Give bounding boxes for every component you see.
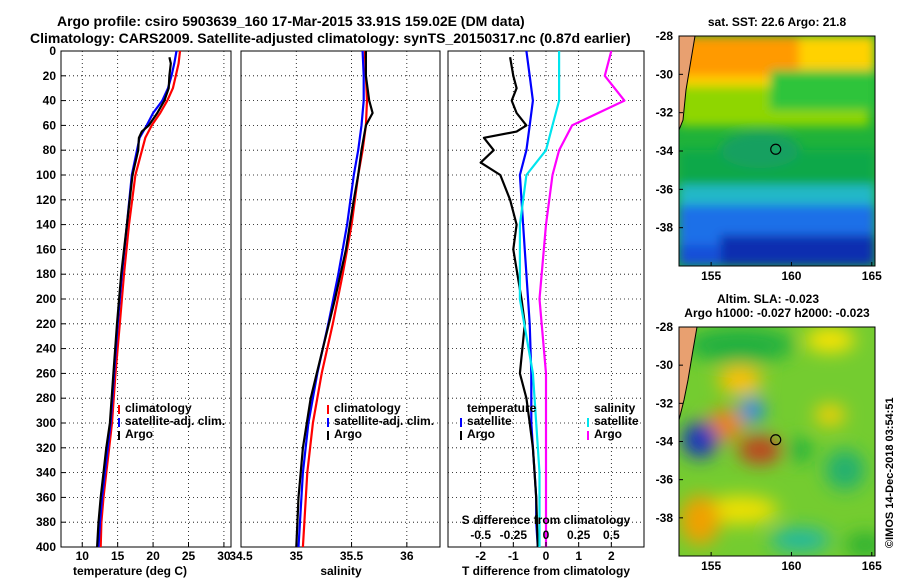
y-tick-label: 360 (36, 490, 56, 504)
map-y-tick-label: -38 (656, 221, 674, 235)
sal-legend-climatology: climatology (334, 401, 401, 415)
x-tick-label: 35 (290, 549, 304, 563)
diff-x2label: S difference from climatology (462, 513, 631, 527)
y-tick-label: 160 (36, 242, 56, 256)
y-tick-label: 400 (36, 540, 56, 554)
imos-credit: ©IMOS 14-Dec-2018 03:54:51 (884, 397, 896, 548)
y-tick-label: 380 (36, 515, 56, 529)
x-tick-label: 35.5 (340, 549, 364, 563)
x-tick-label: 36 (400, 549, 414, 563)
x-tick-label: 1 (575, 549, 582, 563)
sla-map-title1: Altim. SLA: -0.023 (717, 292, 819, 306)
y-tick-label: 60 (43, 118, 57, 132)
diff-legend-s-satellite: satellite (594, 414, 639, 428)
y-tick-label: 180 (36, 267, 56, 281)
sst-map: sat. SST: 22.6 Argo: 21.8 155 160 165 -28 -… (656, 15, 882, 283)
y-tick-label: 260 (36, 366, 56, 380)
map-y-tick-label: -34 (656, 144, 674, 158)
sal-legend-argo: Argo (334, 427, 362, 441)
map-y-tick-label: -32 (656, 106, 674, 120)
x-tick-label: 0 (543, 549, 550, 563)
y-tick-label: 220 (36, 317, 56, 331)
map-y-tick-label: -36 (656, 182, 674, 196)
y-tick-label: 280 (36, 391, 56, 405)
diff-legend-title-temperature: temperature (467, 401, 537, 415)
y-tick-label: 320 (36, 441, 56, 455)
x-tick-label: 20 (146, 549, 160, 563)
y-tick-label: 80 (43, 143, 57, 157)
series-line-climatology (301, 50, 369, 548)
diff-legend-s-argo: Argo (594, 427, 622, 441)
x2-tick-label: 0.5 (603, 528, 620, 542)
map-y-tick-label: -28 (656, 320, 674, 334)
temperature-panel: 10 15 20 25 30 0 20 40 60 80 100 120 140 160 180 200 22… (36, 44, 232, 578)
x2-tick-label: -0.5 (470, 528, 491, 542)
map-y-tick-label: -30 (656, 358, 674, 372)
sst-argo-marker (770, 143, 782, 155)
map-y-tick-label: -32 (656, 396, 674, 410)
series-line-argo (295, 51, 374, 548)
x-tick-label: -2 (475, 549, 486, 563)
map-y-tick-label: -36 (656, 473, 674, 487)
y-tick-label: 240 (36, 342, 56, 356)
x-tick-label: -1 (508, 549, 519, 563)
series-line-s-satellite (518, 51, 561, 547)
y-tick-label: 40 (43, 94, 57, 108)
x-tick-label: 2 (608, 549, 615, 563)
salinity-legend: climatology satellite-adj. clim. Argo (327, 401, 434, 441)
y-tick-label: 200 (36, 292, 56, 306)
map-y-tick-label: -30 (656, 67, 674, 81)
y-tick-label: 140 (36, 218, 56, 232)
x-tick-label: 25 (182, 549, 196, 563)
map-x-tick-label: 160 (781, 559, 801, 573)
x2-tick-label: 0.25 (567, 528, 591, 542)
figure-title-line1: Argo profile: csiro 5903639_160 17-Mar-2… (57, 13, 525, 29)
y-tick-label: 300 (36, 416, 56, 430)
salinity-xlabel: salinity (320, 564, 362, 578)
y-tick-label: 120 (36, 193, 56, 207)
series-line-satellite-adj-clim- (297, 50, 365, 548)
map-y-tick-label: -28 (656, 29, 674, 43)
temp-legend-argo: Argo (125, 427, 153, 441)
series-line-t-argo (479, 57, 539, 548)
figure-title-line2: Climatology: CARS2009. Satellite-adjuste… (30, 30, 631, 46)
salinity-panel: 34.5 35 35.5 36 salinity climatology satell… (229, 50, 441, 578)
series-line-climatology (99, 50, 182, 548)
series-line-s-argo (538, 50, 626, 547)
sla-map: Altim. SLA: -0.023 Argo h1000: -0.027 h2… (656, 292, 882, 573)
sal-legend-satellite: satellite-adj. clim. (334, 414, 434, 428)
diff-legend-t-argo: Argo (467, 427, 495, 441)
difference-legend: temperature salinity satellite Argo sate… (460, 401, 639, 441)
y-tick-label: 340 (36, 466, 56, 480)
sst-map-title: sat. SST: 22.6 Argo: 21.8 (708, 15, 847, 29)
map-x-tick-label: 165 (862, 269, 882, 283)
x2-tick-label: -0.25 (500, 528, 528, 542)
difference-panel: -2 -1 0 1 2 -0.5 -0.25 0 0.25 0.5 T difference f… (447, 50, 645, 578)
diff-legend-t-satellite: satellite (467, 414, 512, 428)
y-tick-label: 100 (36, 168, 56, 182)
y-tick-label: 20 (43, 69, 57, 83)
temperature-legend: climatology satellite-adj. clim. Argo (118, 401, 225, 441)
temp-legend-climatology: climatology (125, 401, 192, 415)
map-x-tick-label: 165 (862, 559, 882, 573)
x-tick-label: 34.5 (229, 549, 253, 563)
map-x-tick-label: 155 (701, 269, 721, 283)
y-tick-label: 0 (49, 44, 56, 58)
x-tick-label: 15 (111, 549, 125, 563)
sla-argo-marker (770, 434, 782, 446)
sla-map-title2: Argo h1000: -0.027 h2000: -0.023 (684, 306, 870, 320)
series-line-argo (96, 56, 172, 548)
temperature-xlabel: temperature (deg C) (73, 564, 187, 578)
map-x-tick-label: 155 (701, 559, 721, 573)
diff-legend-title-salinity: salinity (594, 401, 636, 415)
map-x-tick-label: 160 (781, 269, 801, 283)
temp-legend-satellite: satellite-adj. clim. (125, 414, 225, 428)
x-tick-label: 10 (76, 549, 90, 563)
diff-xlabel: T difference from climatology (462, 564, 630, 578)
x2-tick-label: 0 (543, 528, 550, 542)
x-tick-label: 30 (217, 549, 231, 563)
map-y-tick-label: -34 (656, 435, 674, 449)
map-y-tick-label: -38 (656, 511, 674, 525)
